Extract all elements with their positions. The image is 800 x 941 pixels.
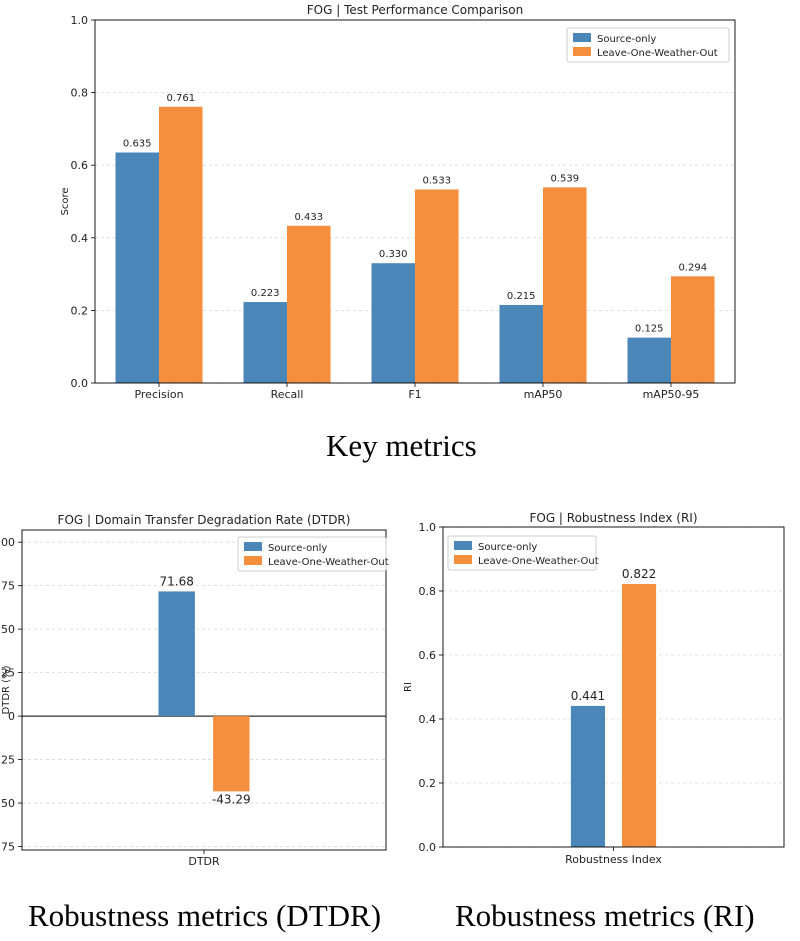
y-tick-label: 100 bbox=[0, 536, 15, 549]
y-tick-label: 1.0 bbox=[419, 521, 437, 534]
bar-leave-one-weather-out-precision bbox=[159, 106, 203, 383]
legend-label: Source-only bbox=[268, 543, 327, 554]
bar-source-only-map50-95 bbox=[627, 337, 671, 383]
caption-key-metrics: Key metrics bbox=[326, 428, 477, 463]
bar-source-only-precision bbox=[115, 152, 159, 383]
legend-swatch bbox=[454, 555, 472, 564]
y-tick-label: −75 bbox=[0, 841, 15, 854]
y-tick-label: 75 bbox=[1, 580, 15, 593]
bar-source-only-robustness-index bbox=[570, 705, 605, 847]
x-tick-label: F1 bbox=[408, 388, 421, 401]
legend-label: Leave-One-Weather-Out bbox=[268, 557, 389, 568]
y-tick-label: 0.8 bbox=[71, 87, 89, 100]
plot-frame bbox=[94, 19, 736, 384]
y-tick-label: 25 bbox=[1, 667, 15, 680]
data-label: 0.223 bbox=[251, 288, 280, 299]
data-label: 0.635 bbox=[123, 138, 152, 149]
x-tick-label: mAP50 bbox=[524, 388, 563, 401]
data-label: 71.68 bbox=[160, 574, 194, 588]
legend-box bbox=[447, 535, 597, 571]
y-tick-label: 0.6 bbox=[419, 649, 437, 662]
y-axis-label: RI bbox=[403, 682, 414, 692]
x-tick-label: Robustness Index bbox=[565, 853, 662, 866]
data-label: 0.330 bbox=[379, 249, 408, 260]
data-label: 0.125 bbox=[635, 324, 664, 335]
legend-box bbox=[237, 536, 387, 572]
x-tick-label: Precision bbox=[134, 388, 183, 401]
bar-leave-one-weather-out-recall bbox=[287, 225, 331, 383]
y-tick-label: 1.0 bbox=[71, 14, 89, 27]
legend: Source-only Leave-One-Weather-Out bbox=[447, 535, 599, 571]
bar-source-only-dtdr bbox=[158, 591, 195, 717]
data-label: 0.433 bbox=[294, 212, 323, 223]
y-axis-label: Score bbox=[60, 187, 71, 215]
legend-swatch bbox=[573, 33, 591, 42]
legend-swatch bbox=[244, 556, 262, 565]
bar-source-only-map50 bbox=[499, 304, 543, 383]
legend-swatch bbox=[244, 542, 262, 551]
bar-source-only-f1 bbox=[371, 263, 415, 383]
chart-2: 100 75 50 25 0 −25 −50 −75 71.68 -43.29 DTDR FOG | … bbox=[0, 513, 389, 868]
legend: Source-only Leave-One-Weather-Out bbox=[237, 536, 389, 572]
chart-3: 0.0 0.2 0.4 0.6 0.8 1.0 0.441 0.822 Robustness I… bbox=[403, 511, 785, 866]
y-tick-label: 0.2 bbox=[419, 777, 437, 790]
bar-leave-one-weather-out-dtdr bbox=[213, 716, 250, 792]
x-tick-label: DTDR bbox=[188, 855, 220, 868]
data-label: 0.822 bbox=[622, 567, 656, 581]
y-tick-label: 0 bbox=[8, 710, 15, 723]
bar-leave-one-weather-out-f1 bbox=[415, 189, 459, 383]
legend-swatch bbox=[454, 541, 472, 550]
x-tick-label: mAP50-95 bbox=[643, 388, 700, 401]
plot-frame bbox=[21, 529, 387, 851]
legend-label: Leave-One-Weather-Out bbox=[597, 48, 718, 59]
bar-leave-one-weather-out-map50-95 bbox=[671, 276, 715, 383]
y-tick-label: −25 bbox=[0, 754, 15, 767]
legend-label: Leave-One-Weather-Out bbox=[478, 556, 599, 567]
x-tick-label: Recall bbox=[271, 388, 304, 401]
legend-label: Source-only bbox=[478, 542, 537, 553]
chart-title: FOG | Test Performance Comparison bbox=[307, 3, 523, 17]
plot-frame bbox=[442, 526, 785, 848]
chart-title: FOG | Domain Transfer Degradation Rate (… bbox=[58, 513, 351, 527]
y-tick-label: 0.8 bbox=[419, 585, 437, 598]
y-tick-label: 0.4 bbox=[419, 713, 437, 726]
data-label: 0.533 bbox=[422, 176, 451, 187]
bar-leave-one-weather-out-map50 bbox=[543, 187, 587, 383]
data-label: 0.215 bbox=[507, 291, 536, 302]
y-tick-label: 50 bbox=[1, 623, 15, 636]
data-label: 0.539 bbox=[550, 173, 579, 184]
y-tick-label: 0.0 bbox=[419, 841, 437, 854]
data-label: 0.441 bbox=[571, 689, 605, 703]
caption-robustness-dtdr: Robustness metrics (DTDR) bbox=[28, 898, 382, 933]
chart-1: 0.0 0.2 0.4 0.6 0.8 1.0 0.635 0.223 0.330 0.215 0.… bbox=[60, 3, 736, 401]
y-tick-label: 0.4 bbox=[71, 232, 89, 245]
y-tick-label: 0.2 bbox=[71, 304, 89, 317]
legend-label: Source-only bbox=[597, 34, 656, 45]
legend-swatch bbox=[573, 47, 591, 56]
data-label: 0.294 bbox=[678, 262, 707, 273]
bar-leave-one-weather-out-robustness-index bbox=[622, 583, 657, 847]
y-tick-label: 0.0 bbox=[71, 377, 89, 390]
caption-robustness-ri: Robustness metrics (RI) bbox=[455, 898, 755, 933]
legend: Source-only Leave-One-Weather-Out bbox=[566, 27, 730, 63]
y-tick-label: −50 bbox=[0, 797, 15, 810]
data-label: 0.761 bbox=[166, 93, 195, 104]
bar-source-only-recall bbox=[243, 302, 287, 383]
chart-title: FOG | Robustness Index (RI) bbox=[529, 511, 697, 525]
data-label: -43.29 bbox=[212, 792, 251, 806]
y-tick-label: 0.6 bbox=[71, 159, 89, 172]
y-axis-label: DTDR (%) bbox=[1, 665, 12, 714]
legend-box bbox=[566, 27, 730, 63]
